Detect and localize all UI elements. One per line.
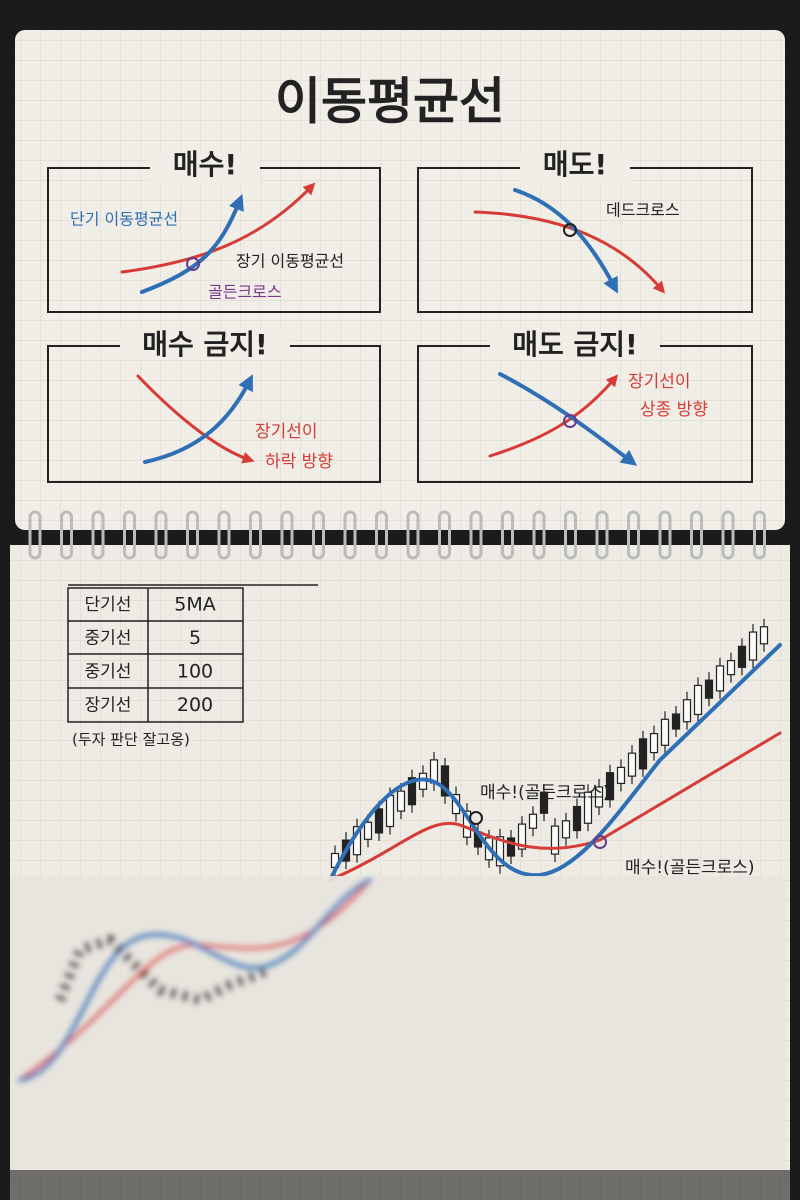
ring [753,510,766,560]
label: 상종 방향 [640,400,708,420]
label: 데드크로스 [606,201,680,220]
candle [583,791,593,824]
candle [726,660,736,676]
panel-title: 매도 금지! [512,328,638,361]
ring [249,510,262,560]
candle [517,823,527,850]
ring [343,510,357,560]
ring [375,510,388,560]
candle [374,808,384,834]
cross-marker [469,811,483,825]
panel-no-sell: 매도 금지! 장기선이 상종 방향 [417,328,753,483]
candle [715,665,725,692]
panel-title: 매수! [173,148,237,181]
annotation: 매수!(골든크로스) [480,783,610,803]
ring [91,510,105,560]
candle [407,777,417,806]
label: 하락 방향 [265,452,333,472]
panel-no-buy: 매수 금지! 장기선이 하락 방향 [47,328,381,483]
candle [495,836,505,867]
label: 장기 이동평균선 [236,252,344,271]
candle [363,821,373,840]
ring [564,510,577,560]
ring [627,510,640,560]
ring [532,510,546,560]
candle [550,825,560,855]
candle [660,718,670,746]
label: 골든크로스 [208,283,282,302]
ring [406,510,420,560]
ring [501,510,514,560]
ring [469,510,483,560]
ring [312,510,325,560]
title: 이동평균선 [275,73,505,131]
ring [690,510,703,560]
ring [721,510,735,560]
candle [737,645,747,668]
blur-overlay [10,876,785,1170]
table-cell: 5MA [174,594,215,616]
ring [658,510,672,560]
ring [217,510,231,560]
candle [506,837,516,857]
panel-sell: 매도! 데드크로스 [417,148,753,313]
candle [627,752,637,777]
candle [572,805,582,832]
table-cell: 중기선 [85,662,132,682]
candle [396,790,406,812]
spiral [28,510,766,560]
ring [438,510,451,560]
candle [385,794,395,828]
panel-buy: 매수! 단기 이동평균선 장기 이동평균선 골든크로스 [47,148,381,313]
ring [154,510,168,560]
candle [649,732,659,754]
candle [594,786,604,808]
table-cell: 200 [177,694,213,716]
candle [638,738,648,770]
ring [123,510,136,560]
long-ma [328,731,782,882]
candle [693,684,703,716]
candle [616,766,626,785]
panel-title: 매도! [543,148,607,181]
candle [759,626,769,645]
candle [561,820,571,839]
ring [280,510,294,560]
candle [704,679,714,699]
candle [528,813,538,829]
panel-title: 매수 금지! [142,328,268,361]
page-edge [10,1170,790,1200]
cross-marker [593,835,607,849]
label: 장기선이 [255,422,318,442]
ring [186,510,199,560]
table-cell: 단기선 [85,595,132,615]
label: 장기선이 [628,372,691,392]
ring [28,510,42,560]
candlesticks [330,618,769,876]
label: 단기 이동평균선 [70,210,178,229]
ring [595,510,609,560]
candle [605,772,615,801]
candle [748,631,758,661]
table-cell: 장기선 [85,696,132,716]
annotation: 매수!(골든크로스) [625,858,755,878]
table-cell: 100 [177,661,213,683]
settings-table: 단기선 5MA 중기선 5 중기선 100 장기선 200 (두자 판단 잘고옹) [67,584,318,749]
candle [539,791,549,814]
candle [440,765,450,797]
table-note: (두자 판단 잘고옹) [72,731,190,749]
ring [60,510,73,560]
candle [671,713,681,730]
table-cell: 5 [189,627,201,649]
candle [682,699,692,723]
blurred-chart [18,878,372,1082]
short-ma [328,643,782,882]
table-cell: 중기선 [85,629,132,649]
